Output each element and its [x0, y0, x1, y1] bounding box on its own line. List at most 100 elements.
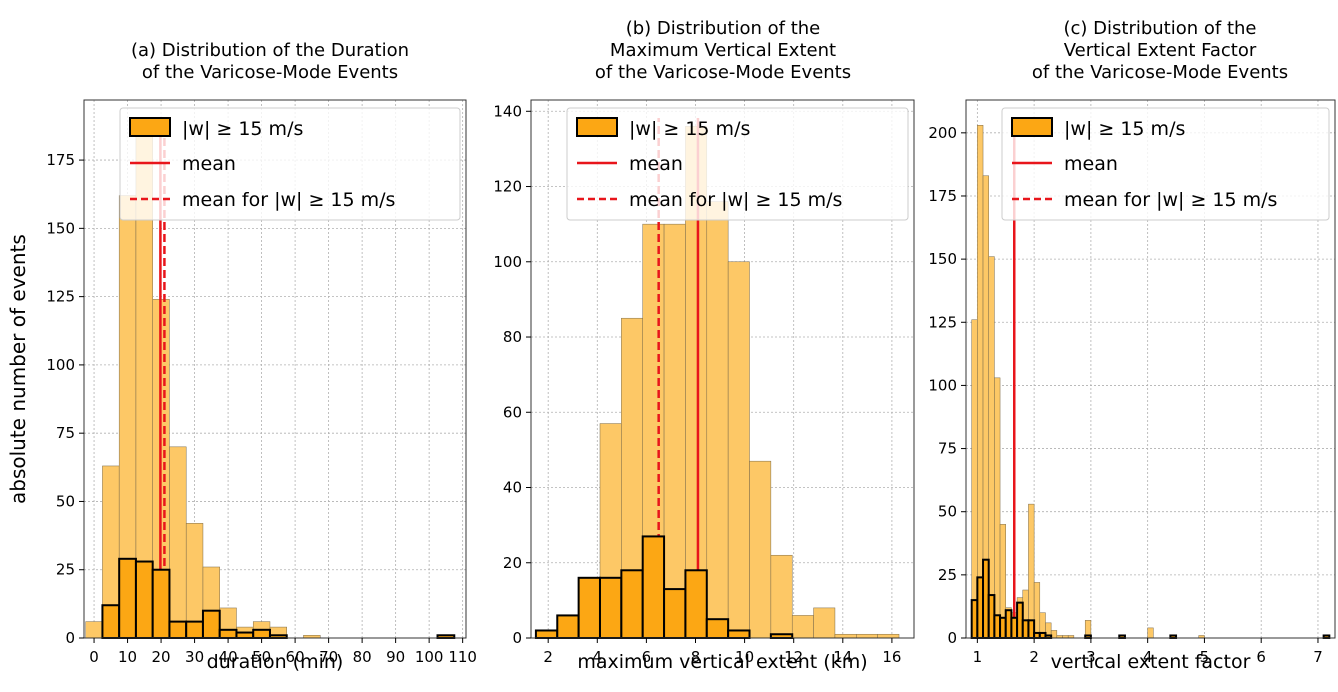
- bar-all-events: [1028, 503, 1035, 639]
- bar-all-events: [770, 554, 793, 639]
- y-tick-label: 140: [493, 102, 522, 120]
- chart-title-line: Maximum Vertical Extent: [610, 40, 836, 61]
- plot-frame: [965, 99, 1336, 639]
- y-tick-label: 125: [928, 313, 957, 331]
- x-tick-label: 60: [286, 648, 305, 666]
- bar-strong-events: [727, 629, 751, 640]
- bar-all-events: [813, 607, 836, 639]
- legend-label-mean: mean: [1064, 153, 1118, 175]
- legend-box: [1001, 107, 1330, 221]
- bar-strong-events: [101, 604, 121, 640]
- bar-all-events: [877, 633, 900, 639]
- bar-all-events: [663, 223, 686, 639]
- x-tick-label: 100: [415, 648, 444, 666]
- bar-all-events: [834, 633, 857, 639]
- bar-all-events: [727, 261, 750, 639]
- x-tick-label: 12: [784, 648, 803, 666]
- bar-strong-events: [556, 614, 580, 640]
- chart-title-line: of the Varicose-Mode Events: [595, 62, 851, 83]
- bar-strong-events: [620, 569, 644, 640]
- legend-label-strong: |w| ≥ 15 m/s: [1064, 118, 1185, 140]
- x-axis-label: vertical extent factor: [1051, 651, 1251, 673]
- x-tick-label: 4: [1143, 648, 1153, 666]
- bar-all-events: [169, 446, 187, 639]
- y-tick-label: 0: [947, 629, 957, 647]
- legend-swatch-strong: [1011, 117, 1053, 137]
- x-tick-label: 1: [973, 648, 983, 666]
- y-tick-label: 20: [503, 554, 522, 572]
- bar-strong-events: [663, 588, 687, 639]
- legend-swatch-strong: [129, 117, 171, 137]
- y-tick-label: 175: [928, 187, 957, 205]
- bar-strong-events: [577, 576, 601, 640]
- x-tick-label: 30: [185, 648, 204, 666]
- bar-strong-events: [218, 628, 238, 640]
- bar-strong-events: [641, 535, 666, 639]
- y-tick-label: 150: [46, 219, 75, 237]
- x-tick-label: 90: [386, 648, 405, 666]
- bar-strong-events: [201, 609, 221, 640]
- x-tick-label: 50: [252, 648, 271, 666]
- y-tick-label: 25: [56, 561, 75, 579]
- chart-title-line: (c) Distribution of the: [1063, 18, 1256, 39]
- bar-strong-events: [534, 629, 559, 640]
- x-tick-label: 0: [89, 648, 99, 666]
- legend-label-mean-strong: mean for |w| ≥ 15 m/s: [182, 189, 395, 211]
- bar-all-events: [1147, 627, 1154, 639]
- legend-box: [119, 107, 461, 221]
- x-tick-label: 4: [593, 648, 603, 666]
- plot-frame: [83, 99, 467, 639]
- bar-strong-events: [185, 620, 204, 639]
- x-axis-label: maximum vertical extent (km): [577, 651, 867, 673]
- x-tick-label: 110: [448, 648, 477, 666]
- legend-label-mean: mean: [182, 153, 236, 175]
- chart-title-line: of the Varicose-Mode Events: [1032, 62, 1288, 83]
- y-tick-label: 100: [928, 376, 957, 394]
- legend-label-strong: |w| ≥ 15 m/s: [182, 118, 303, 140]
- legend-label-mean-strong: mean for |w| ≥ 15 m/s: [1064, 189, 1277, 211]
- y-tick-label: 25: [938, 566, 957, 584]
- bar-all-events: [856, 633, 878, 639]
- y-tick-label: 120: [493, 178, 522, 196]
- y-tick-label: 100: [493, 253, 522, 271]
- x-tick-label: 10: [735, 648, 754, 666]
- x-tick-label: 14: [833, 648, 852, 666]
- bar-all-events: [706, 201, 729, 639]
- chart-title-line: (a) Distribution of the Duration: [131, 40, 409, 61]
- bar-strong-events: [134, 560, 154, 640]
- y-tick-label: 125: [46, 288, 75, 306]
- y-tick-label: 175: [46, 151, 75, 169]
- x-tick-label: 70: [319, 648, 338, 666]
- x-tick-label: 2: [543, 648, 553, 666]
- x-tick-label: 6: [1256, 648, 1266, 666]
- legend-label-mean: mean: [629, 153, 683, 175]
- y-tick-label: 200: [928, 124, 957, 142]
- x-tick-label: 5: [1200, 648, 1210, 666]
- x-tick-label: 2: [1029, 648, 1039, 666]
- y-tick-label: 80: [503, 328, 522, 346]
- y-tick-label: 75: [56, 424, 75, 442]
- bar-strong-events: [705, 618, 730, 639]
- bar-strong-events: [168, 620, 188, 639]
- x-tick-label: 40: [219, 648, 238, 666]
- x-tick-label: 3: [1086, 648, 1096, 666]
- legend-swatch-strong: [576, 117, 618, 137]
- bar-strong-events: [598, 576, 623, 640]
- bar-all-events: [749, 460, 772, 639]
- y-tick-label: 150: [928, 250, 957, 268]
- x-tick-label: 7: [1313, 648, 1323, 666]
- y-tick-label: 50: [938, 503, 957, 521]
- y-tick-label: 75: [938, 440, 957, 458]
- bar-strong-events: [235, 631, 255, 640]
- y-tick-label: 40: [503, 479, 522, 497]
- bar-strong-events: [151, 568, 171, 639]
- legend-box: [566, 107, 909, 221]
- y-tick-label: 100: [46, 356, 75, 374]
- legend-label-mean-strong: mean for |w| ≥ 15 m/s: [629, 189, 842, 211]
- bar-strong-events: [252, 628, 271, 640]
- bar-all-events: [791, 615, 814, 639]
- chart-title-line: (b) Distribution of the: [626, 18, 821, 39]
- y-tick-label: 0: [512, 629, 522, 647]
- chart-title-line: Vertical Extent Factor: [1064, 40, 1257, 61]
